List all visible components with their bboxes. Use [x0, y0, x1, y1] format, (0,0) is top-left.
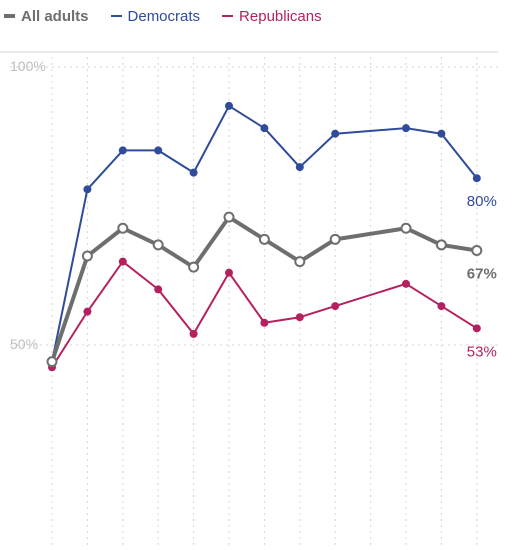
data-point-all-adults — [294, 256, 306, 268]
data-point-republicans — [83, 307, 92, 316]
data-point-republicans — [189, 329, 198, 338]
data-point-democrats — [437, 129, 446, 138]
series-line-republicans — [51, 260, 478, 369]
data-point-democrats — [331, 129, 340, 138]
grid — [0, 51, 498, 545]
end-label-democrats: 80% — [467, 193, 497, 210]
data-point-all-adults — [81, 250, 93, 262]
data-point-republicans — [402, 279, 410, 288]
data-point-all-adults — [329, 233, 341, 245]
data-point-all-adults — [400, 222, 412, 234]
series-line-democrats — [51, 104, 478, 363]
data-point-all-adults — [435, 239, 447, 251]
data-point-republicans — [260, 318, 269, 327]
data-point-democrats — [295, 163, 304, 172]
series-lines — [46, 101, 483, 372]
data-point-republicans — [118, 257, 127, 266]
end-label-all-adults: 67% — [467, 265, 497, 282]
data-point-democrats — [260, 124, 269, 133]
data-point-democrats — [154, 146, 163, 155]
legend-item-democrats: Democrats — [110, 7, 201, 25]
data-point-all-adults — [117, 222, 129, 234]
legend-swatch-republicans — [222, 15, 234, 17]
data-point-all-adults — [471, 244, 483, 256]
end-label-republicans: 53% — [467, 343, 497, 360]
data-point-democrats — [402, 124, 410, 133]
data-point-democrats — [189, 168, 198, 177]
data-point-democrats — [118, 146, 127, 155]
data-point-republicans — [472, 324, 481, 333]
y-tick-label: 50% — [10, 336, 38, 352]
data-point-republicans — [295, 313, 304, 322]
legend-swatch-democrats — [110, 15, 122, 17]
data-point-republicans — [331, 302, 340, 311]
legend-item-republicans: Republicans — [222, 8, 322, 25]
series-line-all-adults — [50, 215, 479, 364]
data-point-republicans — [225, 268, 233, 277]
legend-swatch-all-adults — [4, 14, 15, 18]
data-point-democrats — [225, 101, 233, 110]
legend-label-republicans: Republicans — [239, 7, 322, 25]
data-point-all-adults — [188, 261, 200, 273]
y-tick-label: 100% — [10, 58, 46, 74]
legend-label-democrats: Democrats — [127, 7, 201, 25]
legend: All adults Democrats Republicans — [4, 6, 344, 26]
legend-item-all-adults: All adults — [4, 8, 89, 25]
data-point-democrats — [472, 174, 481, 183]
end-labels: 67% 80% 53% — [467, 193, 497, 360]
legend-label-all-adults: All adults — [21, 7, 89, 25]
data-point-republicans — [437, 302, 446, 311]
data-point-all-adults — [152, 239, 164, 251]
data-point-all-adults — [258, 233, 270, 245]
data-point-republicans — [154, 285, 163, 294]
data-point-all-adults — [46, 356, 58, 368]
y-axis-ticks: 100% 50% — [10, 58, 46, 352]
data-point-democrats — [83, 185, 92, 194]
data-point-all-adults — [223, 211, 235, 223]
